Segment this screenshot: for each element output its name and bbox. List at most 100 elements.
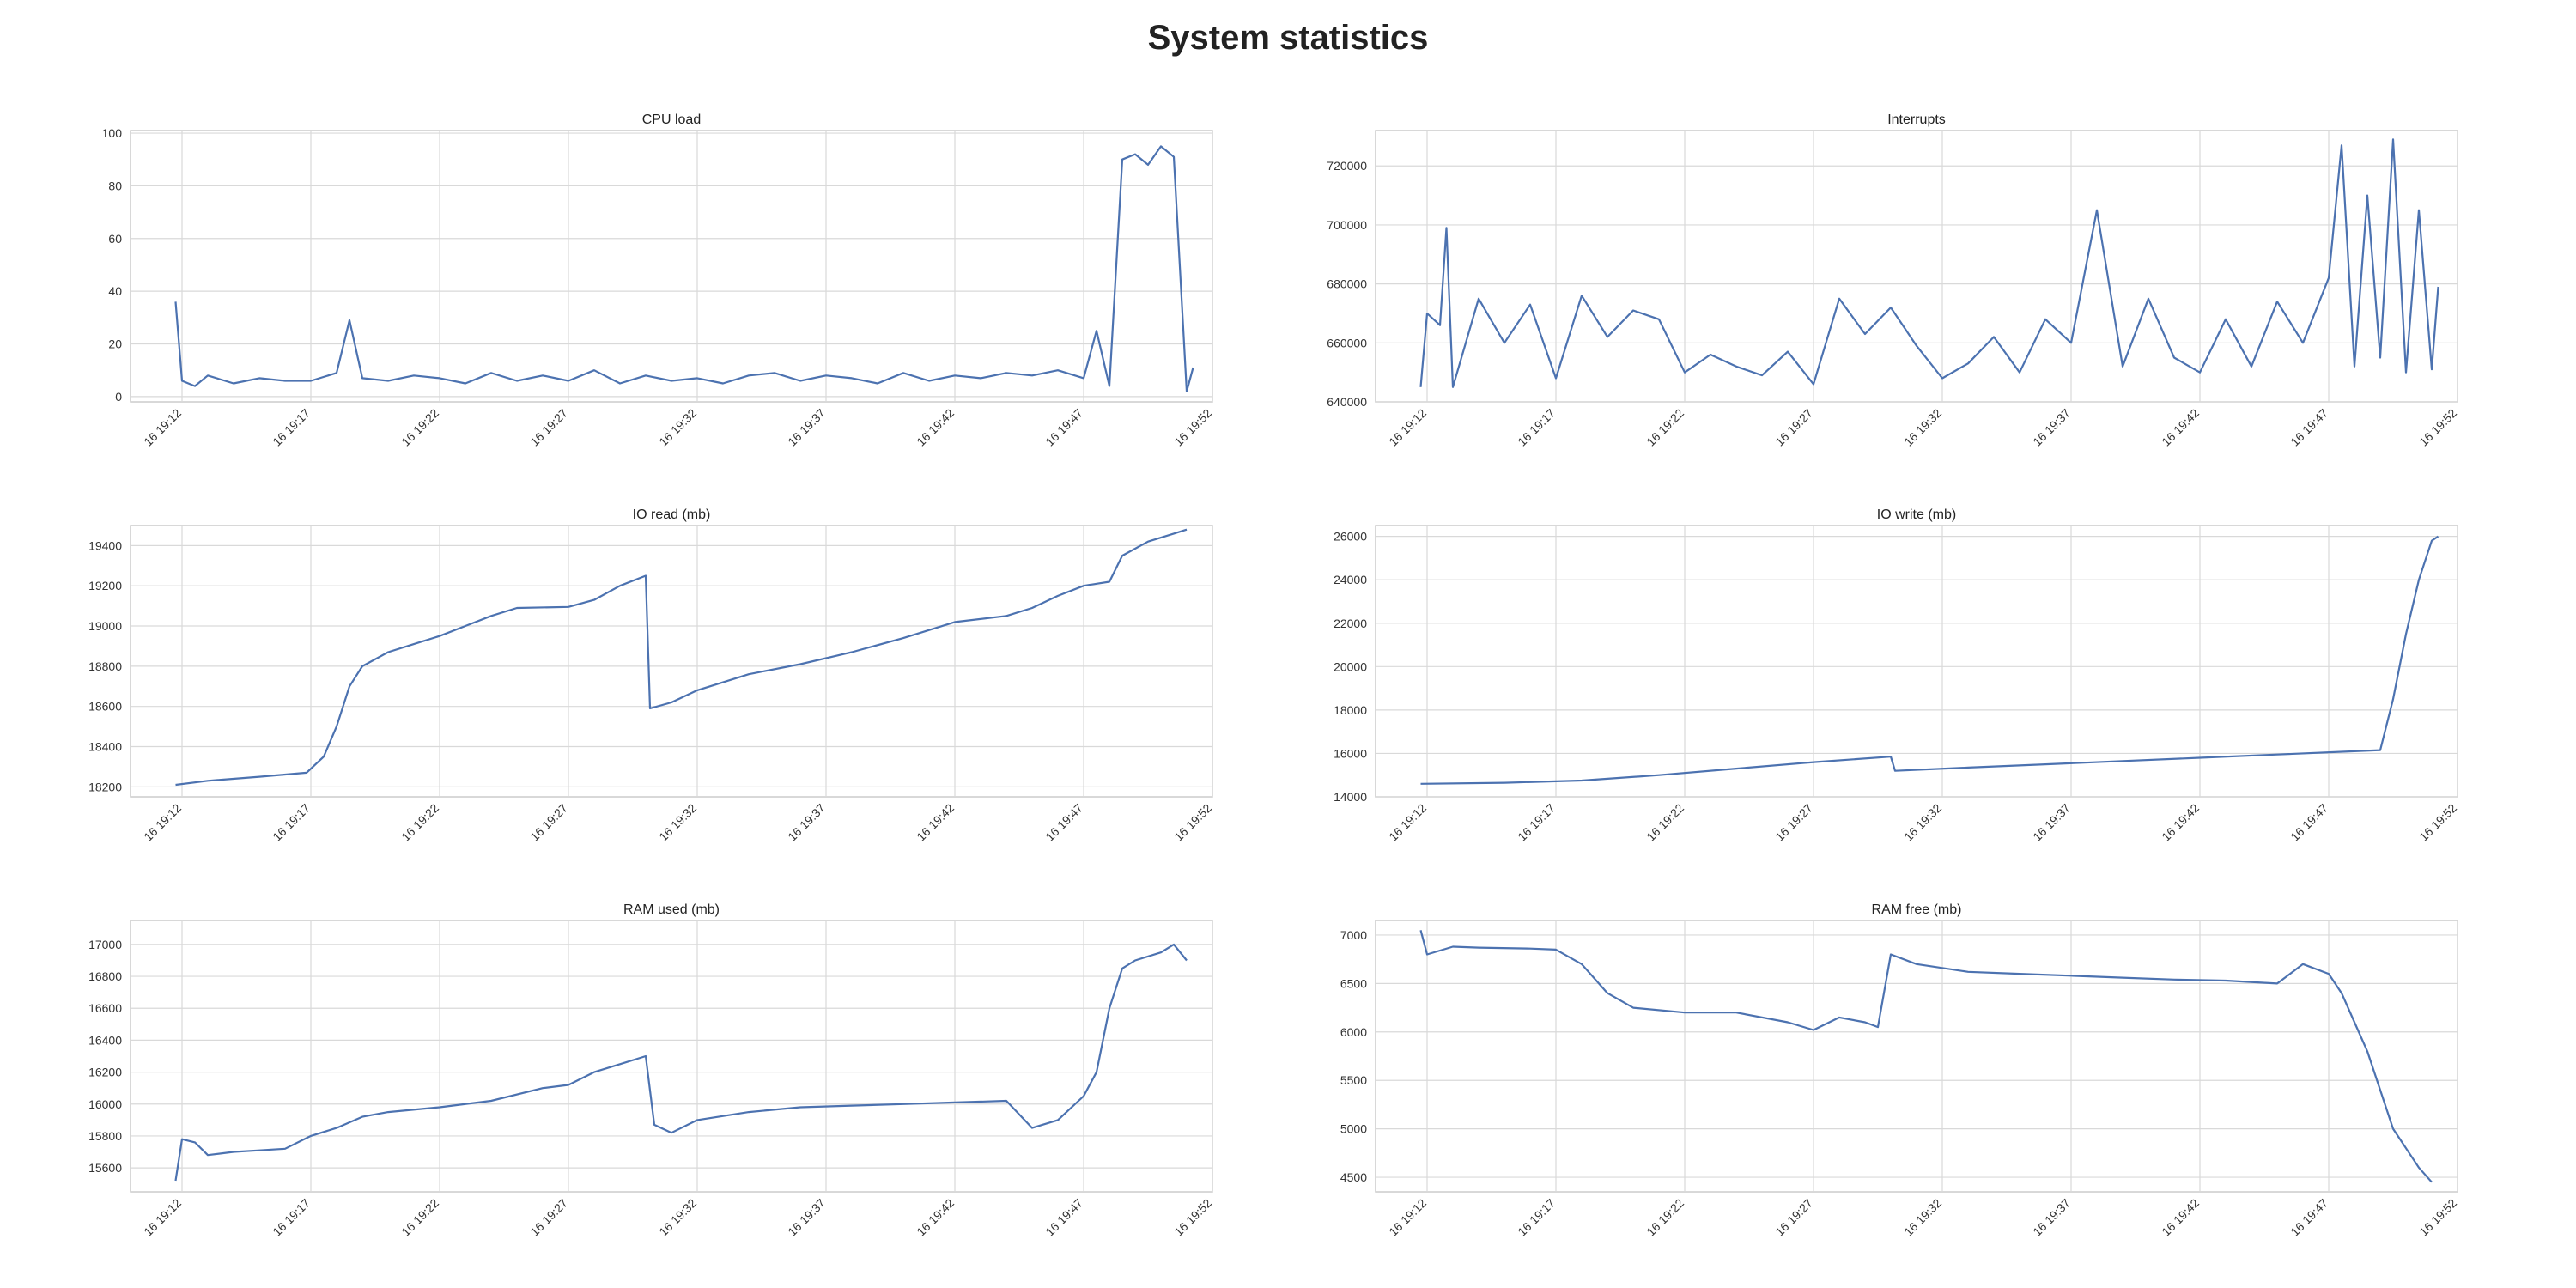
x-tick-label: 16 19:27 — [527, 1196, 570, 1239]
plot-frame — [1375, 130, 2458, 403]
y-tick-label: 680000 — [1327, 277, 1367, 291]
y-tick-label: 18200 — [88, 780, 122, 793]
y-tick-label: 100 — [102, 126, 123, 140]
x-tick-label: 16 19:27 — [1772, 1196, 1815, 1239]
y-tick-label: 16600 — [88, 1001, 122, 1015]
x-tick-label: 16 19:22 — [1643, 406, 1686, 449]
y-tick-label: 720000 — [1327, 159, 1367, 173]
x-tick-label: 16 19:37 — [785, 801, 828, 844]
x-tick-label: 16 19:37 — [2030, 406, 2073, 449]
x-tick-label: 16 19:32 — [1901, 406, 1944, 449]
x-tick-label: 16 19:17 — [1515, 406, 1558, 449]
x-tick-label: 16 19:32 — [656, 1196, 699, 1239]
chart-title: CPU load — [642, 112, 701, 127]
x-tick-label: 16 19:17 — [270, 1196, 313, 1239]
y-tick-label: 15800 — [88, 1129, 122, 1143]
chart-panel: 16 19:12 16 19:17 16 19:22 16 19:27 16 19:32… — [102, 112, 1215, 449]
x-tick-label: 16 19:22 — [1643, 801, 1686, 844]
chart-title: IO write (mb) — [1877, 507, 1956, 522]
x-tick-label: 16 19:27 — [1772, 801, 1815, 844]
x-tick-label: 16 19:52 — [1171, 1196, 1214, 1239]
x-tick-label: 16 19:52 — [2416, 801, 2459, 844]
x-tick-label: 16 19:27 — [527, 801, 570, 844]
x-tick-label: 16 19:27 — [1772, 406, 1815, 449]
y-tick-label: 640000 — [1327, 395, 1367, 409]
series-line — [175, 528, 1188, 787]
chart-title: IO read (mb) — [633, 507, 711, 522]
y-tick-label: 7000 — [1340, 928, 1367, 942]
series-line — [174, 943, 1188, 1182]
y-tick-label: 15600 — [88, 1161, 122, 1175]
y-tick-label: 6000 — [1340, 1025, 1367, 1039]
y-tick-label: 60 — [108, 232, 122, 246]
x-tick-label: 16 19:22 — [398, 406, 441, 449]
y-tick-label: 20 — [108, 337, 122, 351]
x-tick-label: 16 19:47 — [1042, 1196, 1085, 1239]
x-tick-label: 16 19:52 — [2416, 1196, 2459, 1239]
y-tick-label: 40 — [108, 284, 122, 298]
y-tick-label: 17000 — [88, 938, 122, 951]
x-tick-label: 16 19:17 — [1515, 1196, 1558, 1239]
x-tick-label: 16 19:17 — [270, 801, 313, 844]
x-tick-label: 16 19:37 — [2030, 1196, 2073, 1239]
x-tick-label: 16 19:47 — [2287, 801, 2330, 844]
chart-panel: 16 19:12 16 19:17 16 19:22 16 19:27 16 19:32… — [88, 507, 1214, 844]
x-tick-label: 16 19:47 — [1042, 801, 1085, 844]
y-tick-label: 16000 — [1334, 746, 1367, 760]
y-tick-label: 19000 — [88, 619, 122, 633]
plot-frame — [1375, 920, 2458, 1193]
y-tick-label: 700000 — [1327, 218, 1367, 232]
chart-title: RAM used (mb) — [623, 902, 720, 917]
y-tick-label: 5000 — [1340, 1122, 1367, 1136]
y-tick-label: 18800 — [88, 659, 122, 673]
x-tick-label: 16 19:12 — [141, 406, 184, 449]
y-tick-label: 16400 — [88, 1033, 122, 1047]
plot-frame — [130, 130, 1213, 403]
x-tick-label: 16 19:42 — [914, 1196, 957, 1239]
plot-frame — [130, 920, 1213, 1193]
y-tick-label: 0 — [115, 390, 122, 404]
series-line — [174, 145, 1194, 392]
x-tick-label: 16 19:27 — [527, 406, 570, 449]
y-tick-label: 660000 — [1327, 336, 1367, 349]
x-tick-label: 16 19:32 — [656, 801, 699, 844]
y-tick-label: 6500 — [1340, 976, 1367, 990]
x-tick-label: 16 19:32 — [656, 406, 699, 449]
y-tick-label: 16800 — [88, 969, 122, 983]
chart-panel: 16 19:12 16 19:17 16 19:22 16 19:27 16 19:32… — [1327, 112, 2459, 449]
x-tick-label: 16 19:42 — [2159, 1196, 2202, 1239]
x-tick-label: 16 19:37 — [785, 1196, 828, 1239]
y-tick-label: 16200 — [88, 1066, 122, 1079]
x-tick-label: 16 19:47 — [2287, 1196, 2330, 1239]
series-line — [1419, 930, 2433, 1183]
x-tick-label: 16 19:42 — [2159, 801, 2202, 844]
plot-frame — [1375, 525, 2458, 798]
chart-panel: 16 19:12 16 19:17 16 19:22 16 19:27 16 19:32… — [1334, 507, 2459, 844]
y-tick-label: 24000 — [1334, 573, 1367, 586]
y-tick-label: 14000 — [1334, 790, 1367, 804]
x-tick-label: 16 19:12 — [141, 1196, 184, 1239]
plot-frame — [130, 525, 1213, 798]
chart-panel: 16 19:12 16 19:17 16 19:22 16 19:27 16 19:32… — [88, 902, 1214, 1239]
y-tick-label: 80 — [108, 179, 122, 192]
x-tick-label: 16 19:22 — [1643, 1196, 1686, 1239]
x-tick-label: 16 19:17 — [270, 406, 313, 449]
y-tick-label: 16000 — [88, 1097, 122, 1111]
y-tick-label: 18000 — [1334, 703, 1367, 717]
x-tick-label: 16 19:12 — [1386, 801, 1429, 844]
x-tick-label: 16 19:22 — [398, 801, 441, 844]
x-tick-label: 16 19:12 — [1386, 1196, 1429, 1239]
series-line — [1419, 138, 2439, 388]
y-tick-label: 4500 — [1340, 1170, 1367, 1184]
chart-title: Interrupts — [1887, 112, 1946, 127]
series-line — [1420, 535, 2439, 785]
x-tick-label: 16 19:12 — [1386, 406, 1429, 449]
x-tick-label: 16 19:37 — [2030, 801, 2073, 844]
x-tick-label: 16 19:37 — [785, 406, 828, 449]
x-tick-label: 16 19:52 — [2416, 406, 2459, 449]
x-tick-label: 16 19:52 — [1171, 801, 1214, 844]
x-tick-label: 16 19:32 — [1901, 1196, 1944, 1239]
x-tick-label: 16 19:47 — [1042, 406, 1085, 449]
x-tick-label: 16 19:17 — [1515, 801, 1558, 844]
